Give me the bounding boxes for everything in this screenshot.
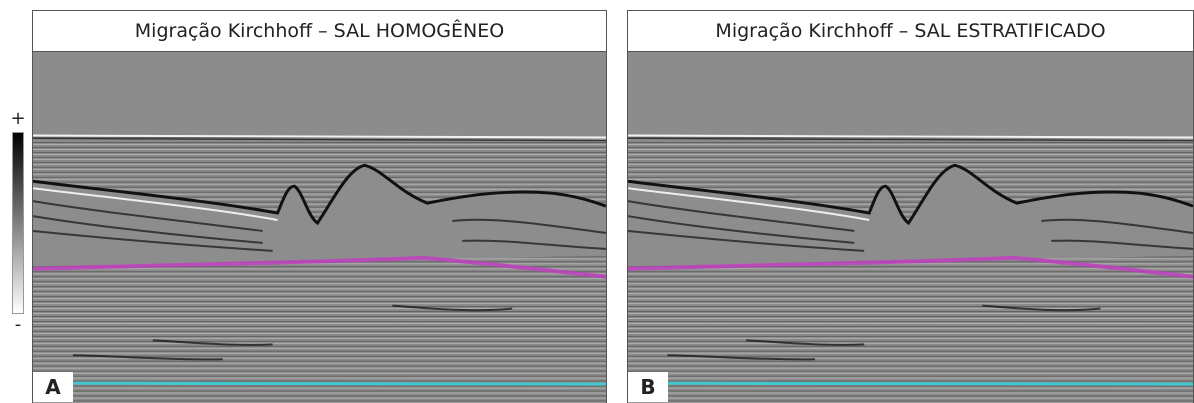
colorbar-max-label: + [8, 108, 28, 129]
figure: + - Migração Kirchhoff – SAL HOMOGÊNEO A… [0, 0, 1194, 403]
panel-label: B [628, 372, 668, 402]
panel-title: Migração Kirchhoff – SAL HOMOGÊNEO [33, 11, 606, 52]
colorbar-min-label: - [8, 314, 28, 335]
colorbar [12, 132, 24, 314]
panel: Migração Kirchhoff – SAL ESTRATIFICADO B [627, 10, 1194, 403]
seismic-image [33, 52, 606, 403]
panel-title: Migração Kirchhoff – SAL ESTRATIFICADO [628, 11, 1193, 52]
seismic-image [628, 52, 1193, 403]
panel-label: A [33, 372, 73, 402]
panel: Migração Kirchhoff – SAL HOMOGÊNEO A [32, 10, 607, 403]
